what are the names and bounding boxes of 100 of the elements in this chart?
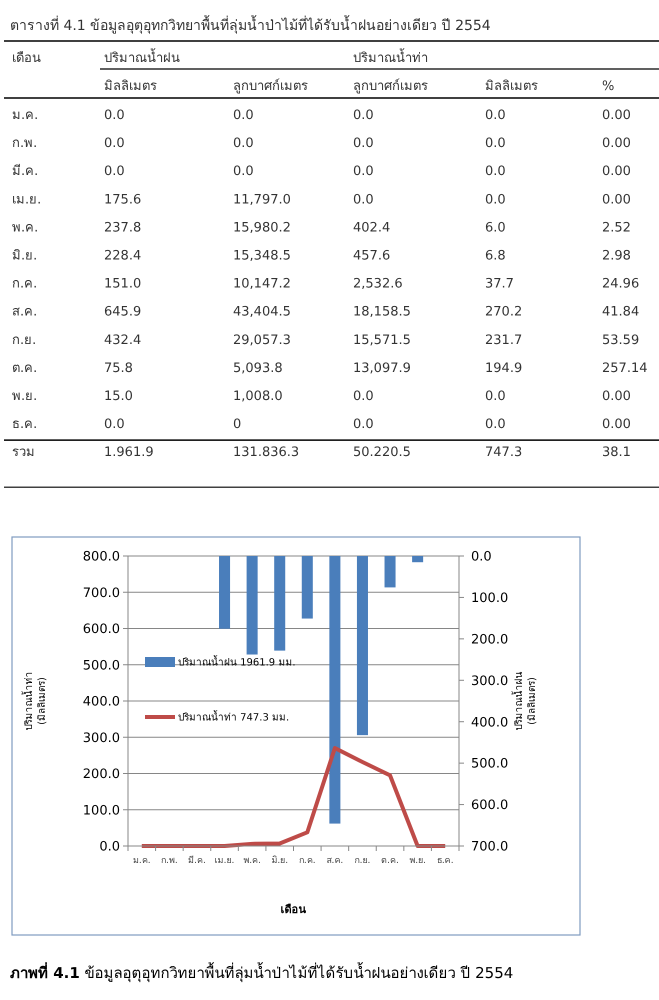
legend-label: ปริมาณน้ำท่า 747.3 มม. xyxy=(178,710,290,724)
text: 0 xyxy=(233,417,242,432)
text: 645.9 xyxy=(104,304,142,320)
x-tick-label: ต.ค. xyxy=(381,856,399,866)
text: 0.0 xyxy=(485,136,506,152)
y-tick-label: 800.0 xyxy=(82,550,120,565)
text: 402.4 xyxy=(353,220,390,236)
text: 175.6 xyxy=(104,192,142,208)
text: 75.8 xyxy=(104,360,133,376)
x-tick-label: พ.ค. xyxy=(243,856,261,866)
text: 231.7 xyxy=(485,332,522,348)
y-tick-label: 0.0 xyxy=(99,840,120,855)
text: 15,348.5 xyxy=(233,248,291,264)
text: 747.3 xyxy=(485,445,522,460)
category-label: ลูกบาศก์เมตร xyxy=(353,78,428,94)
y-tick-label: 700.0 xyxy=(82,586,120,601)
text: 0.0 xyxy=(485,192,506,208)
text: 237.8 xyxy=(104,220,142,236)
category-label: พ.ย. xyxy=(12,389,38,404)
category-label: พ.ค. xyxy=(12,220,38,236)
text: 5,093.8 xyxy=(233,360,283,376)
y-tick-label: 300.0 xyxy=(82,730,120,746)
text: 11,797.0 xyxy=(233,192,291,208)
text: ปริมาณน้ำฝน xyxy=(104,48,180,66)
text: 24.96 xyxy=(602,276,640,292)
y2-tick-label: 500.0 xyxy=(471,756,508,772)
text: ภาพที่ 4.1 ข้อมูลอุตุอุทกวิทยาพื้นที่ลุ่มน้ำป่าไม้ที่ได้รับน้ำฝนอย่างเดียว ปี 2554 xyxy=(10,962,514,983)
text: 6.0 xyxy=(485,220,506,236)
text: 43,404.5 xyxy=(233,304,291,320)
y-tick-label: 500.0 xyxy=(82,658,120,674)
text: 0.0 xyxy=(485,417,506,432)
y2-axis-title: ปริมาณน้ำฝน (มิลลิเมตร) xyxy=(511,672,538,730)
text: 2,532.6 xyxy=(353,276,403,292)
text: 18,158.5 xyxy=(353,304,411,320)
y2-tick-label: 100.0 xyxy=(471,590,508,606)
y-tick-label: 600.0 xyxy=(82,622,120,638)
text: ปริมาณน้ำท่า xyxy=(353,48,428,66)
category-label: มิลลิเมตร xyxy=(104,79,157,94)
text: 457.6 xyxy=(353,248,390,264)
category-label: ส.ค. xyxy=(12,304,38,320)
text: 270.2 xyxy=(485,304,522,320)
category-label: ม.ค. xyxy=(12,108,38,123)
text: 2.98 xyxy=(602,248,631,264)
category-label: เม.ย. xyxy=(12,192,42,208)
text: 0.0 xyxy=(353,136,374,152)
text: 6.8 xyxy=(485,248,506,264)
category-label: มี.ค. xyxy=(12,164,38,180)
text: 15,980.2 xyxy=(233,220,291,236)
bar xyxy=(412,556,424,562)
text: 0.0 xyxy=(233,136,254,152)
text: 0.00 xyxy=(602,108,631,123)
text: 0.0 xyxy=(485,108,506,123)
text: 50.220.5 xyxy=(353,445,411,460)
text: 0.0 xyxy=(353,164,374,180)
y2-tick-label: 300.0 xyxy=(471,674,508,689)
category-label: มิลลิเมตร xyxy=(485,79,538,94)
y-tick-label: 400.0 xyxy=(82,694,120,710)
line-series xyxy=(140,746,448,848)
category-label: ธ.ค. xyxy=(12,417,38,432)
text: 194.9 xyxy=(485,360,522,376)
y-tick-label: 100.0 xyxy=(82,803,120,818)
text: 37.7 xyxy=(485,276,514,292)
text: 29,057.3 xyxy=(233,332,291,348)
text: 257.14 xyxy=(602,360,648,376)
y2-tick-label: 200.0 xyxy=(471,632,508,648)
text: 228.4 xyxy=(104,248,142,264)
y-axis-title: ปริมาณน้ำท่า (มิลลิเมตร) xyxy=(21,672,48,730)
text: 1,008.0 xyxy=(233,389,283,404)
category-label: ลูกบาศก์เมตร xyxy=(233,78,308,94)
text: 0.0 xyxy=(353,192,374,208)
x-tick-label: ส.ค. xyxy=(326,856,344,866)
category-label: ก.ย. xyxy=(12,332,36,348)
text: 0.0 xyxy=(485,389,506,404)
x-tick-label: ม.ค. xyxy=(132,856,151,866)
text: 0.0 xyxy=(353,389,374,404)
x-tick-label: พ.ย. xyxy=(409,856,426,866)
text: 41.84 xyxy=(602,304,640,320)
x-tick-label: ธ.ค. xyxy=(436,856,454,866)
text: 0.00 xyxy=(602,136,631,152)
x-tick-label: ก.ค. xyxy=(298,856,316,866)
bar xyxy=(246,556,258,655)
y2-tick-label: 0.0 xyxy=(471,550,492,565)
text: 151.0 xyxy=(104,276,142,292)
category-label: มิ.ย. xyxy=(12,248,38,264)
y2-tick-label: 400.0 xyxy=(471,715,508,730)
text: 0.0 xyxy=(353,108,374,123)
category-label: ก.พ. xyxy=(12,136,38,152)
legend-label: ปริมาณน้ำฝน 1961.9 มม. xyxy=(178,654,296,668)
bar xyxy=(302,556,313,619)
text: 0.0 xyxy=(485,164,506,180)
text: ตารางที่ 4.1 ข้อมูลอุตุอุทกวิทยาพื้นที่ลุ่มน้ำป่าไม้ที่ได้รับน้ำฝนอย่างเดียว ปี 2554 xyxy=(10,15,491,34)
bar xyxy=(356,556,368,736)
x-tick-label: มี.ค. xyxy=(188,855,206,866)
x-tick-label: เม.ย. xyxy=(214,856,234,866)
text: 15,571.5 xyxy=(353,332,411,348)
text: 0.00 xyxy=(602,164,631,180)
text: 0.00 xyxy=(602,192,631,208)
text: 0.0 xyxy=(233,164,254,180)
text: 0.00 xyxy=(602,417,631,432)
x-axis-title: เดือน xyxy=(280,903,306,916)
